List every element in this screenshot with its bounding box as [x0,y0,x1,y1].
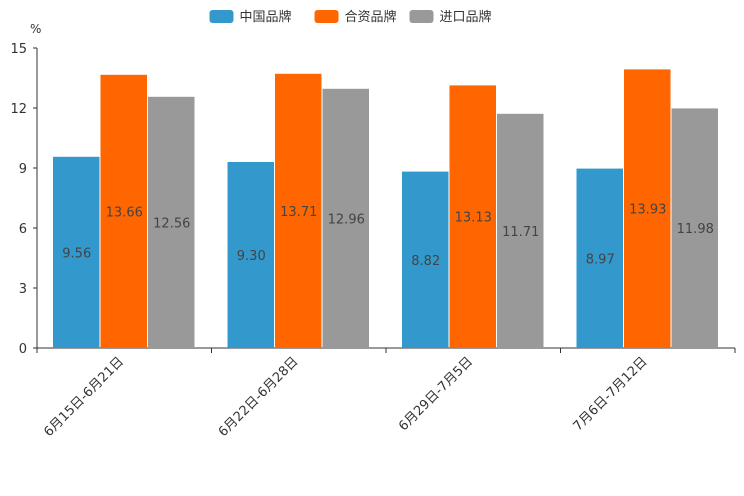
data-label: 9.30 [237,249,266,264]
bar [671,108,718,349]
data-label: 8.82 [411,254,440,269]
bar [576,168,623,348]
y-tick-label: 15 [10,42,27,57]
y-unit-label: % [30,22,41,36]
bar [148,96,195,348]
legend-label: 进口品牌 [440,9,492,25]
bar [449,85,496,349]
data-label: 11.71 [502,225,539,240]
data-label: 13.66 [106,205,143,220]
data-label: 13.13 [455,211,492,226]
legend[interactable]: 中国品牌 合资品牌 进口品牌 [209,9,492,25]
bar [100,74,147,349]
y-tick-label: 3 [19,282,27,297]
legend-label: 中国品牌 [240,9,292,25]
legend-item[interactable]: 中国品牌 [209,9,292,25]
x-category-label: 6月15日-6月21日 [41,354,127,440]
legend-swatch [209,10,234,23]
legend-label: 合资品牌 [345,9,397,25]
data-label: 9.56 [62,246,91,261]
bar [322,88,369,349]
y-tick-label: 6 [19,222,27,237]
bars [53,69,718,349]
bar [53,156,100,348]
data-label: 12.56 [153,216,190,231]
legend-item[interactable]: 进口品牌 [409,9,492,25]
x-category-label: 6月22日-6月28日 [216,354,302,440]
x-category-label: 6月29日-7月5日 [396,354,476,434]
data-label: 11.98 [677,222,714,237]
data-label: 8.97 [586,252,615,267]
y-tick-label: 0 [19,342,27,357]
data-label: 13.71 [280,205,317,220]
y-tick-label: 12 [10,102,27,117]
bar [402,171,449,348]
data-label: 13.93 [629,203,666,218]
bar [227,162,274,348]
legend-swatch [409,10,434,23]
data-labels: 9.56 9.30 8.82 8.97 13.66 13.71 13.13 13.93 12.5… [62,203,714,269]
data-label: 12.96 [328,212,365,227]
bar [624,69,671,349]
bar [497,113,544,348]
y-tick-label: 9 [19,162,27,177]
bar [275,73,322,349]
legend-swatch [314,10,339,23]
x-category-label: 7月6日-7月12日 [571,354,651,434]
legend-item[interactable]: 合资品牌 [314,9,397,25]
